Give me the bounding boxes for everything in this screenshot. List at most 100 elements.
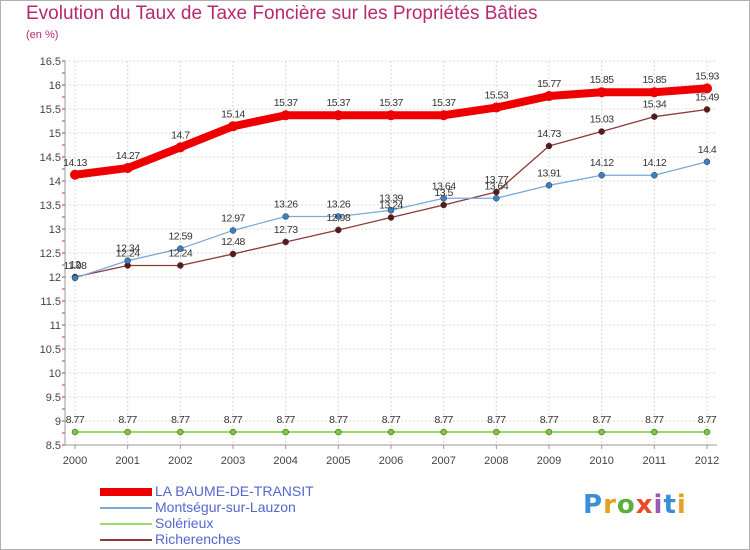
y-tick-label: 16 [49, 80, 61, 92]
x-tick-label: 2008 [484, 455, 508, 467]
y-tick-label: 13 [49, 224, 61, 236]
data-point [335, 428, 342, 436]
data-point [703, 106, 711, 113]
data-point [335, 213, 342, 220]
data-label: 13.26 [326, 199, 350, 211]
data-label: 15.14 [221, 108, 245, 120]
legend-label: Solérieux [155, 515, 214, 531]
legend-swatch [100, 523, 152, 525]
data-label: 12.97 [221, 212, 245, 224]
data-point [387, 207, 395, 214]
data-label: 8.77 [171, 414, 190, 426]
data-point [282, 238, 289, 246]
logo-letter: i [676, 490, 687, 520]
data-point [387, 214, 395, 221]
data-label: 13.64 [432, 180, 456, 192]
data-point [651, 113, 658, 120]
legend-swatch [100, 507, 152, 509]
data-label: 15.34 [642, 99, 666, 111]
y-tick-label: 14 [49, 176, 61, 188]
data-label: 13.5 [434, 187, 453, 199]
x-tick-label: 2010 [589, 455, 613, 467]
y-tick-label: 16.5 [40, 56, 61, 68]
data-label: 15.37 [379, 97, 403, 109]
data-label: 13.77 [484, 174, 508, 186]
data-label: 15.85 [642, 74, 666, 86]
data-label: 14.13 [63, 157, 87, 169]
x-tick-label: 2011 [643, 455, 667, 467]
data-label: 12.48 [221, 236, 245, 248]
y-tick-label: 11 [50, 320, 61, 332]
y-tick-label: 10.5 [40, 344, 61, 356]
x-tick-label: 2001 [115, 455, 139, 467]
data-label: 13.26 [274, 199, 298, 211]
logo-letter: r [603, 490, 617, 520]
data-point [71, 274, 79, 282]
y-tick-label: 9 [55, 416, 61, 428]
data-label: 12 [70, 259, 81, 271]
legend-swatch [100, 539, 152, 541]
data-label: 15.37 [326, 97, 350, 109]
data-label: 15.03 [590, 114, 614, 126]
y-unit-label: (en %) [26, 29, 59, 41]
data-label: 15.77 [537, 78, 561, 90]
data-point [703, 158, 711, 166]
data-point [175, 142, 186, 153]
data-point [544, 91, 554, 102]
legend-swatch [100, 488, 152, 496]
x-tick-label: 2005 [326, 455, 350, 467]
logo-letter: i [653, 490, 664, 520]
data-point [598, 428, 605, 436]
x-tick-label: 2004 [273, 455, 297, 467]
data-point [493, 428, 500, 436]
data-point [229, 428, 237, 436]
data-label: 13.64 [484, 180, 508, 192]
data-label: 13.39 [379, 192, 403, 204]
data-point [703, 428, 711, 436]
x-tick-label: 2009 [537, 455, 561, 467]
data-label: 8.77 [118, 414, 137, 426]
data-point [598, 171, 605, 179]
data-point [386, 110, 396, 121]
data-label: 15.49 [695, 91, 719, 103]
proxiti-logo: Proxiti [583, 490, 687, 520]
logo-letter: t [663, 490, 677, 520]
legend-label: LA BAUME-DE-TRANSIT [155, 483, 314, 499]
data-label: 8.77 [698, 414, 717, 426]
data-point [651, 171, 658, 179]
data-point [335, 226, 342, 234]
logo-letter: o [616, 490, 636, 520]
data-point [70, 169, 80, 180]
data-point [545, 428, 553, 436]
legend-label: Montségur-sur-Lauzon [155, 499, 296, 515]
data-point [493, 195, 500, 202]
y-tick-label: 15.5 [40, 104, 61, 116]
y-tick-label: 13.5 [40, 200, 61, 212]
data-label: 13.91 [537, 167, 561, 179]
data-label: 15.37 [274, 97, 298, 109]
data-label: 14.12 [590, 157, 614, 169]
data-point [491, 102, 502, 113]
y-tick-label: 15 [49, 128, 61, 140]
data-label: 15.85 [590, 74, 614, 86]
data-point [598, 128, 605, 135]
y-tick-label: 10 [49, 368, 61, 380]
data-label: 12.73 [274, 224, 298, 236]
data-point [333, 110, 344, 121]
data-point [228, 121, 238, 132]
y-tick-label: 11.5 [40, 296, 61, 308]
data-label: 12.24 [116, 247, 140, 259]
data-label: 12.24 [168, 247, 192, 259]
data-label: 12.34 [116, 243, 140, 255]
data-point [702, 83, 712, 94]
data-label: 12.59 [168, 231, 192, 243]
data-label: 8.77 [434, 414, 453, 426]
x-tick-label: 2012 [695, 455, 719, 467]
data-point [177, 245, 184, 252]
data-label: 14.73 [537, 128, 561, 140]
data-label: 8.77 [487, 414, 506, 426]
data-point [438, 110, 449, 121]
data-point [229, 250, 237, 258]
y-tick-label: 12.5 [40, 248, 61, 260]
y-tick-label: 9.5 [46, 392, 61, 404]
